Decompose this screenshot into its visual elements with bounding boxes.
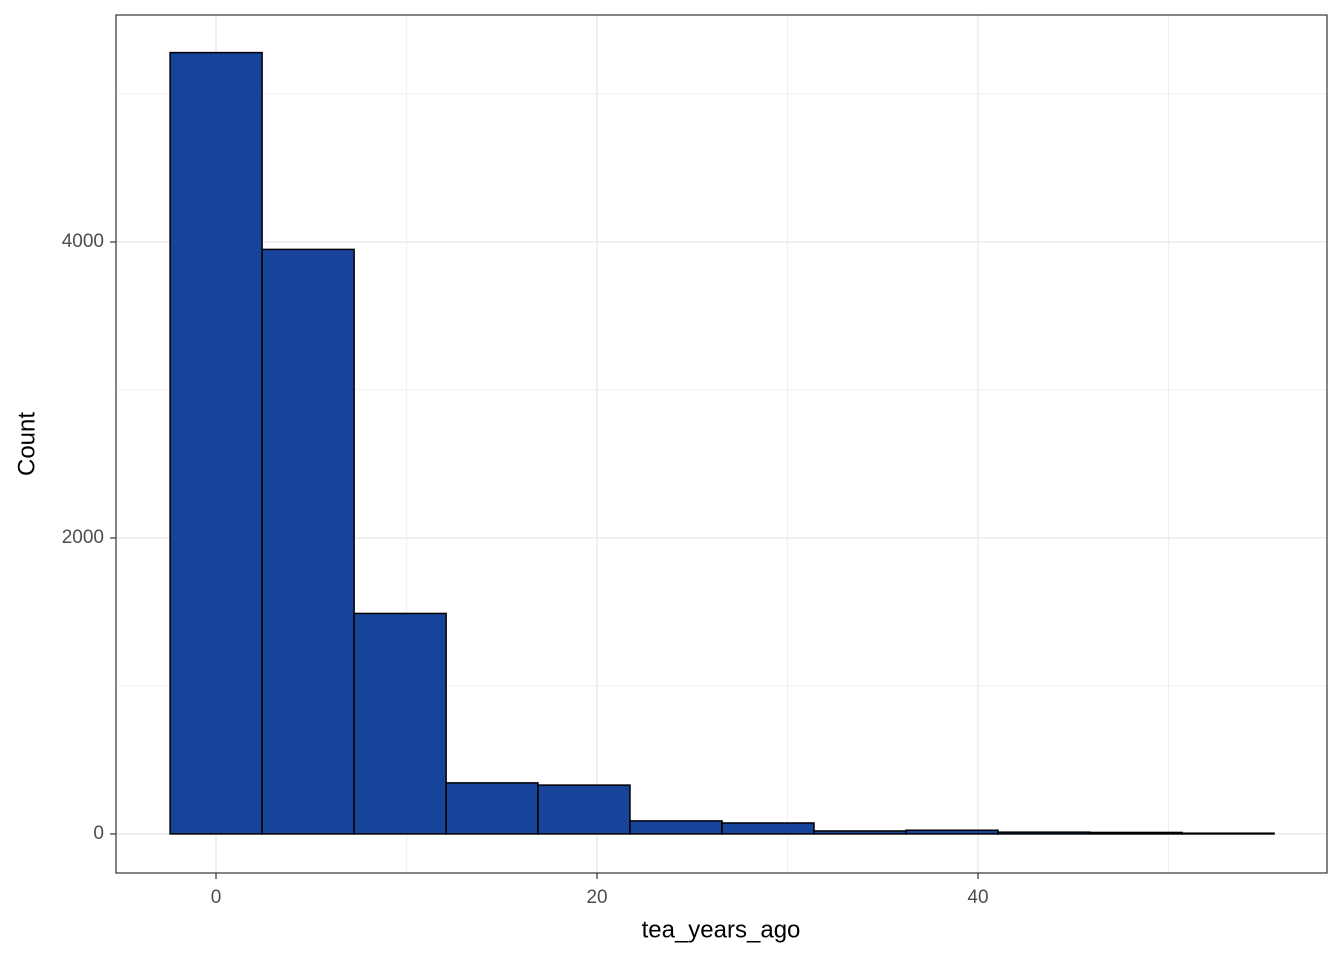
bar (997, 831, 1091, 835)
bar (1089, 831, 1183, 835)
bar (445, 782, 539, 835)
y-tick-label: 2000 (62, 527, 104, 548)
bar (813, 830, 907, 835)
bar (261, 248, 355, 835)
bar (629, 820, 723, 835)
bar (169, 51, 263, 835)
x-axis-title: tea_years_ago (642, 916, 801, 943)
bar (905, 829, 999, 835)
y-tick-label: 4000 (62, 231, 104, 252)
panel-border (115, 14, 1328, 874)
bar (1181, 832, 1275, 835)
y-tick-label: 0 (93, 823, 104, 844)
ticks: 0 20 40 0 2000 4000 (62, 231, 989, 908)
x-tick-label: 40 (967, 887, 988, 908)
y-axis-title: Count (13, 412, 40, 476)
bars (169, 51, 1275, 835)
x-tick-label: 20 (586, 887, 607, 908)
bar (353, 612, 447, 835)
x-tick-label: 0 (211, 887, 222, 908)
bar (721, 822, 815, 835)
bar (537, 784, 631, 835)
